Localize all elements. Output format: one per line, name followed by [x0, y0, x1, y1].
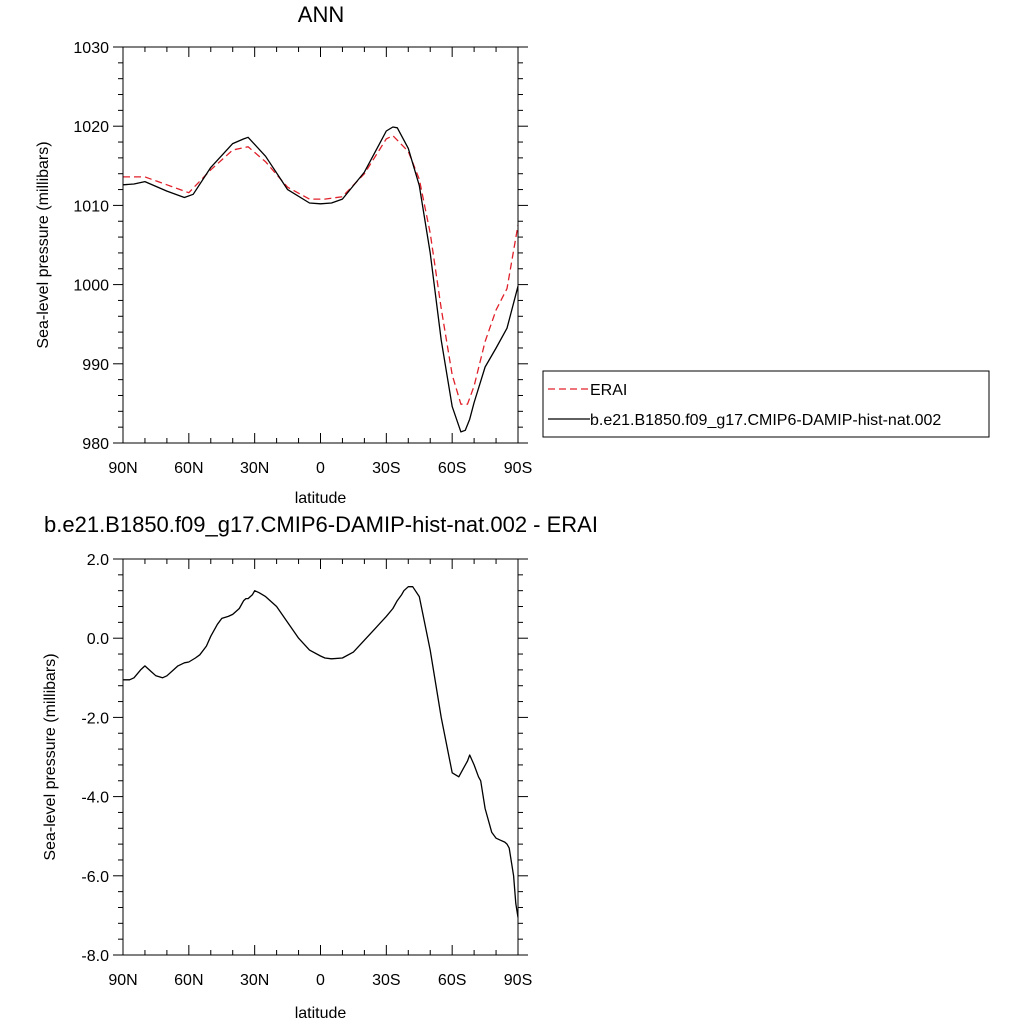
x-tick-label: 30N	[240, 460, 269, 477]
y-tick-label: -4.0	[81, 790, 109, 807]
y-tick-label: 1020	[73, 119, 109, 136]
plot-frame	[122, 558, 519, 956]
x-tick-label: 90S	[504, 972, 532, 989]
tick-labels: 90N 60N 30N 0 30S 60S 90S -8.0 -6.0 -4.0 -2.0 0.0 2.…	[81, 552, 532, 989]
series-lines	[123, 586, 519, 918]
y-tick-label: -8.0	[81, 948, 109, 965]
y-tick-label: 1030	[73, 40, 109, 57]
y-axis-label: Sea-level pressure (millibars)	[35, 141, 52, 348]
x-tick-label: 0	[316, 972, 325, 989]
x-tick-label: 90S	[504, 460, 532, 477]
tick-marks	[113, 558, 528, 956]
y-tick-label: 990	[82, 357, 109, 374]
x-axis-label: latitude	[295, 1005, 347, 1022]
series-line-1	[123, 586, 519, 918]
x-tick-label: 90N	[108, 460, 137, 477]
x-tick-label: 0	[316, 460, 325, 477]
chart-title: ANN	[298, 2, 344, 27]
chart-panel-bottom: b.e21.B1850.f09_g17.CMIP6-DAMIP-hist-nat…	[42, 512, 598, 1022]
series-line-1	[123, 135, 519, 405]
x-tick-label: 90N	[108, 972, 137, 989]
tick-marks	[113, 46, 528, 444]
series-line-2	[122, 126, 519, 433]
x-tick-label: 60S	[438, 972, 466, 989]
x-tick-label: 60N	[174, 972, 203, 989]
y-tick-label: 1010	[73, 198, 109, 215]
x-tick-label: 30S	[372, 460, 400, 477]
y-tick-label: -2.0	[81, 710, 109, 727]
y-tick-label: -6.0	[81, 869, 109, 886]
tick-labels: 90N 60N 30N 0 30S 60S 90S 980 990 1000 1010 1020 103…	[73, 40, 532, 477]
y-tick-label: 980	[82, 436, 109, 453]
x-tick-label: 60S	[438, 460, 466, 477]
x-axis-label: latitude	[295, 490, 347, 507]
chart-title: b.e21.B1850.f09_g17.CMIP6-DAMIP-hist-nat…	[44, 512, 598, 537]
y-axis-label: Sea-level pressure (millibars)	[42, 653, 59, 860]
y-tick-label: 2.0	[87, 552, 109, 569]
legend-label-erai: ERAI	[590, 382, 627, 399]
y-tick-label: 1000	[73, 278, 109, 295]
chart-panel-top: ANN 90N 60N 30N 0 30S 60S 90S 980 990 1000 1010 102…	[35, 2, 990, 507]
plot-frame	[122, 46, 519, 444]
series-lines	[122, 126, 519, 433]
x-tick-label: 60N	[174, 460, 203, 477]
legend-box	[542, 370, 990, 438]
legend: ERAI b.e21.B1850.f09_g17.CMIP6-DAMIP-his…	[542, 370, 990, 438]
x-tick-label: 30N	[240, 972, 269, 989]
legend-label-model: b.e21.B1850.f09_g17.CMIP6-DAMIP-hist-nat…	[590, 412, 941, 429]
y-tick-label: 0.0	[87, 631, 109, 648]
x-tick-label: 30S	[372, 972, 400, 989]
